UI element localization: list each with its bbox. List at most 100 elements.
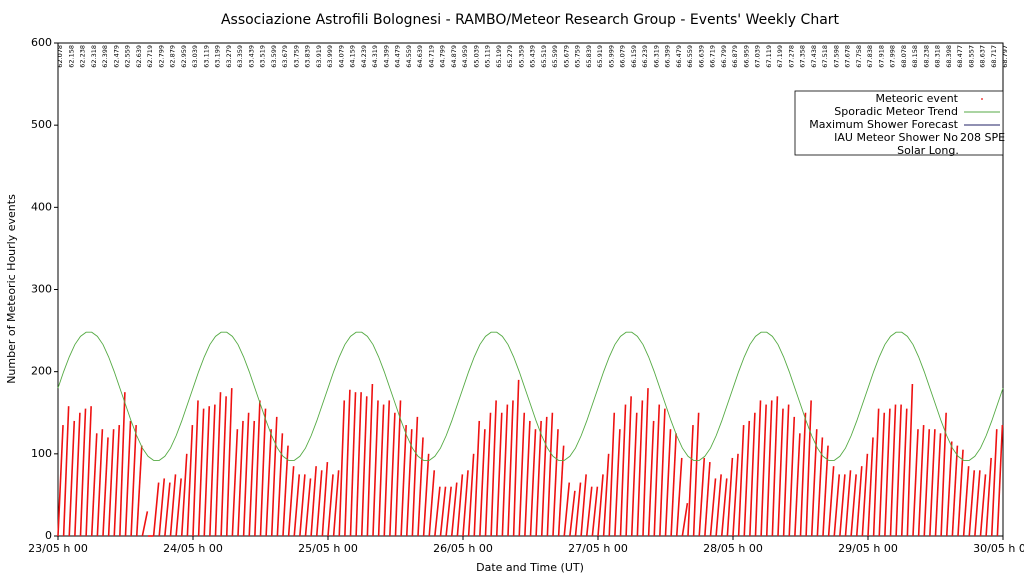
hourly-event xyxy=(602,453,610,537)
solar-longitude-label: 67.998 xyxy=(889,45,897,68)
hourly-event xyxy=(636,400,644,537)
hourly-event xyxy=(799,412,807,537)
hourly-event xyxy=(923,429,931,537)
x-tick-label: 23/05 h 00 xyxy=(28,542,88,555)
solar-longitude-label: 63.039 xyxy=(191,45,199,68)
solar-longitude-label: 64.399 xyxy=(382,45,390,68)
hourly-event xyxy=(383,400,391,537)
hourly-event xyxy=(945,441,953,537)
solar-longitude-label: 65.999 xyxy=(607,45,615,68)
solar-longitude-label: 67.678 xyxy=(844,45,852,68)
hourly-event xyxy=(450,482,458,537)
hourly-event xyxy=(906,383,914,537)
solar-longitude-label: 63.199 xyxy=(214,45,222,68)
hourly-event xyxy=(844,470,852,537)
hourly-event xyxy=(445,486,452,537)
hourly-event xyxy=(895,404,902,537)
solar-longitude-label: 68.078 xyxy=(900,45,908,68)
hourly-event xyxy=(422,453,430,537)
hourly-event xyxy=(467,453,475,537)
hourly-event xyxy=(372,400,379,537)
hourly-event xyxy=(360,396,368,537)
hourly-event xyxy=(642,388,649,537)
y-tick-label: 600 xyxy=(31,36,52,49)
hourly-event xyxy=(158,478,166,537)
hourly-event xyxy=(231,429,239,537)
solar-longitude-label: 66.319 xyxy=(652,45,660,68)
hourly-event xyxy=(119,392,126,537)
legend-box xyxy=(794,90,1004,156)
solar-longitude-label: 65.279 xyxy=(506,45,514,68)
solar-longitude-label: 67.199 xyxy=(776,45,784,68)
hourly-event xyxy=(861,453,869,537)
hourly-event xyxy=(315,470,323,537)
hourly-event xyxy=(754,400,762,537)
solar-longitude-label: 68.318 xyxy=(934,45,942,68)
hourly-event xyxy=(57,425,64,537)
hourly-event xyxy=(135,445,143,537)
solar-longitude-label: 68.637 xyxy=(979,45,987,68)
x-tick-label: 24/05 h 00 xyxy=(163,542,223,555)
solar-longitude-label: 63.119 xyxy=(202,45,210,68)
hourly-event xyxy=(197,408,205,537)
x-tick-label: 30/05 h 00 xyxy=(973,542,1024,555)
solar-longitude-label: 67.039 xyxy=(754,45,762,68)
hourly-event xyxy=(462,470,469,537)
solar-longitude-label: 63.919 xyxy=(315,45,323,68)
y-tick-label: 500 xyxy=(31,118,52,131)
hourly-event xyxy=(225,388,233,537)
solar-longitude-label: 64.079 xyxy=(337,45,345,68)
solar-longitude-label: 66.959 xyxy=(742,45,750,68)
hourly-event xyxy=(709,478,717,537)
hourly-event xyxy=(574,482,582,537)
hourly-event xyxy=(124,420,132,537)
solar-longitude-label: 62.799 xyxy=(157,45,165,68)
hourly-event xyxy=(169,474,177,537)
hourly-event xyxy=(74,412,81,537)
solar-longitude-label: 64.319 xyxy=(371,45,379,68)
solar-longitude-label: 62.879 xyxy=(169,45,177,68)
solar-longitude-label: 65.119 xyxy=(484,45,492,68)
hourly-event xyxy=(760,404,767,537)
solar-longitude-label: 66.879 xyxy=(731,45,739,68)
x-tick-label: 29/05 h 00 xyxy=(838,542,898,555)
legend-label: Meteoric event xyxy=(875,92,958,105)
hourly-event xyxy=(265,429,272,537)
solar-longitude-label: 66.479 xyxy=(675,45,683,68)
hourly-event xyxy=(653,404,661,537)
solar-longitude-label: 67.358 xyxy=(799,45,807,68)
hourly-event xyxy=(490,400,497,537)
x-tick-label: 26/05 h 00 xyxy=(433,542,493,555)
hourly-event xyxy=(664,429,672,537)
hourly-event xyxy=(394,400,402,537)
solar-longitude-label: 64.879 xyxy=(450,45,458,68)
hourly-event xyxy=(951,445,959,537)
hourly-event xyxy=(259,408,267,537)
hourly-event xyxy=(889,404,897,537)
solar-longitude-label: 66.719 xyxy=(709,45,717,68)
solar-longitude-label: 65.519 xyxy=(540,45,548,68)
solar-longitude-label: 62.959 xyxy=(180,45,188,68)
hourly-event xyxy=(192,400,199,537)
hourly-event xyxy=(614,429,621,537)
solar-longitude-label: 63.439 xyxy=(247,45,255,68)
hourly-event xyxy=(912,429,919,537)
hourly-event xyxy=(687,425,694,537)
hourly-event xyxy=(366,383,374,537)
hourly-event xyxy=(180,453,188,537)
hourly-event xyxy=(962,466,970,537)
solar-longitude-label: 66.559 xyxy=(686,45,694,68)
hourly-event xyxy=(535,420,542,537)
x-axis-title: Date and Time (UT) xyxy=(476,561,584,574)
hourly-event xyxy=(299,474,306,537)
hourly-event xyxy=(788,416,796,537)
hourly-event xyxy=(546,412,554,537)
solar-longitude-label: 68.717 xyxy=(990,45,998,68)
hourly-event xyxy=(715,474,722,537)
hourly-event xyxy=(220,396,227,537)
hourly-event xyxy=(209,404,216,537)
hourly-event xyxy=(957,449,964,537)
hourly-event xyxy=(270,416,278,537)
hourly-event xyxy=(929,429,936,537)
